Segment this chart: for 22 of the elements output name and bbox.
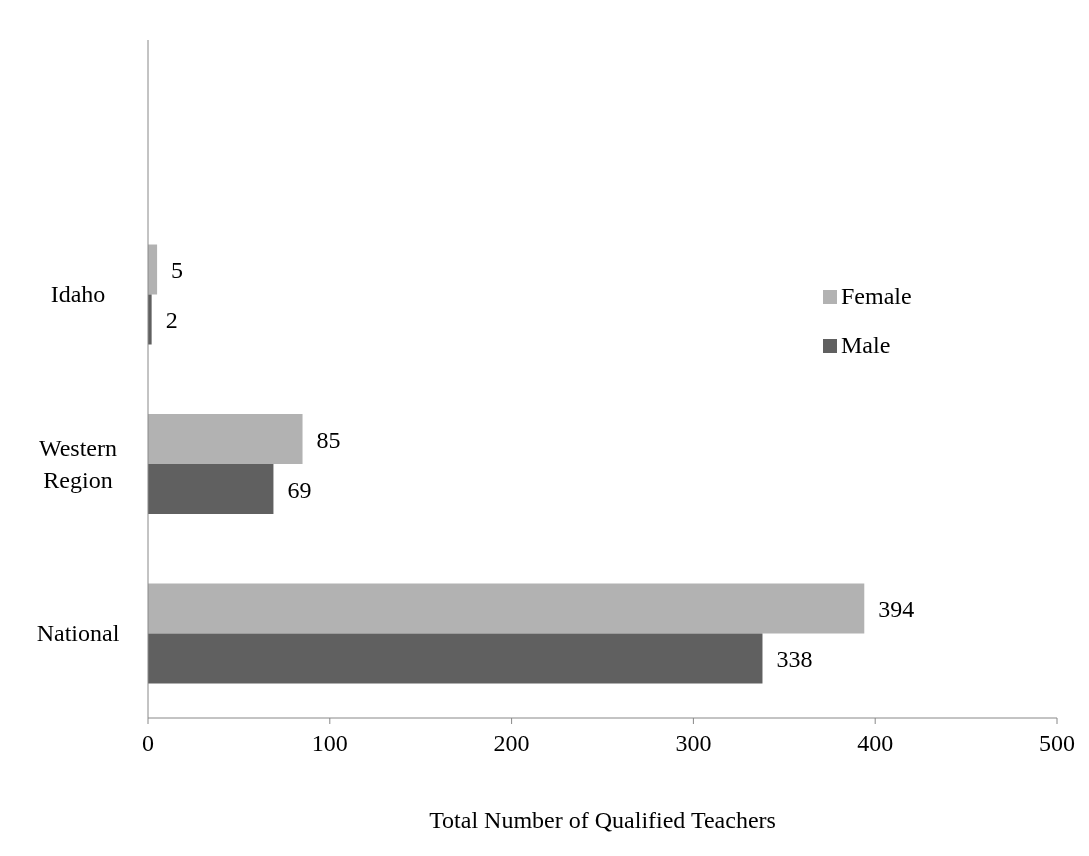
- x-tick-label: 0: [142, 730, 154, 757]
- data-label: 5: [171, 257, 184, 284]
- bar: [148, 464, 274, 514]
- x-tick-label: 500: [1039, 730, 1075, 757]
- y-tick-label: Western Region: [38, 434, 118, 493]
- y-tick-label: National: [36, 620, 120, 647]
- data-label: 69: [287, 476, 312, 503]
- x-tick-label: 300: [675, 730, 712, 757]
- legend-label: Female: [841, 283, 912, 310]
- x-tick-label: 100: [311, 730, 348, 757]
- data-label: 85: [316, 426, 341, 453]
- legend-label: Male: [841, 332, 891, 359]
- data-label: 338: [776, 646, 813, 673]
- bar: [148, 583, 865, 634]
- data-label: 2: [165, 307, 178, 334]
- y-tick-label: Idaho: [50, 281, 106, 308]
- x-axis-title: Total Number of Qualified Teachers: [429, 807, 776, 833]
- bar: [148, 414, 303, 464]
- bar: [148, 633, 763, 684]
- x-tick-label: 200: [493, 730, 530, 757]
- data-label: 394: [878, 596, 915, 623]
- x-tick-label: 400: [857, 730, 894, 757]
